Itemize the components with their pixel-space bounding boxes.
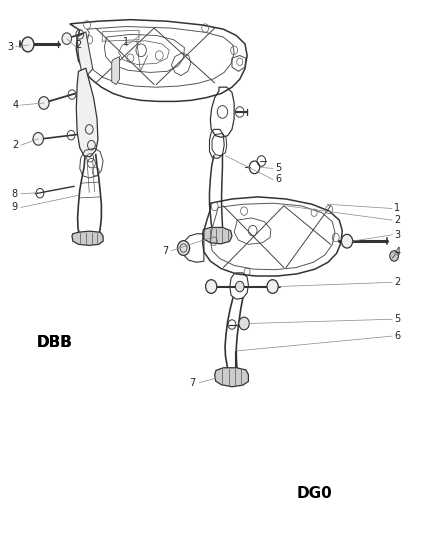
Polygon shape: [215, 368, 248, 387]
Text: 5: 5: [276, 164, 282, 173]
Text: DBB: DBB: [37, 335, 73, 351]
Circle shape: [239, 317, 249, 330]
Polygon shape: [77, 32, 93, 76]
Text: 2: 2: [394, 215, 400, 225]
Text: 1: 1: [123, 37, 129, 47]
Circle shape: [205, 280, 217, 293]
Text: 1: 1: [394, 204, 400, 214]
Circle shape: [22, 37, 34, 52]
Text: 9: 9: [12, 203, 18, 213]
Circle shape: [267, 280, 278, 293]
Text: 3: 3: [394, 230, 400, 240]
Circle shape: [33, 133, 43, 145]
Text: 5: 5: [394, 314, 400, 324]
Text: 2: 2: [13, 140, 19, 150]
Text: 4: 4: [13, 100, 19, 110]
Circle shape: [62, 33, 71, 44]
Text: 7: 7: [162, 246, 168, 256]
Text: 3: 3: [7, 42, 14, 52]
Polygon shape: [72, 231, 103, 245]
Text: DBB: DBB: [37, 335, 73, 351]
Polygon shape: [202, 228, 232, 244]
Text: 6: 6: [394, 331, 400, 341]
Circle shape: [341, 235, 353, 248]
Text: 7: 7: [189, 377, 195, 387]
Text: 2: 2: [394, 277, 400, 287]
Text: 4: 4: [394, 247, 400, 257]
Polygon shape: [112, 56, 120, 85]
Circle shape: [177, 241, 190, 255]
Circle shape: [39, 96, 49, 109]
Circle shape: [236, 281, 244, 292]
Circle shape: [390, 251, 399, 261]
Text: 2: 2: [75, 40, 81, 50]
Text: 6: 6: [276, 174, 282, 184]
Polygon shape: [76, 68, 98, 157]
Text: 8: 8: [12, 189, 18, 199]
Text: DG0: DG0: [296, 486, 332, 501]
